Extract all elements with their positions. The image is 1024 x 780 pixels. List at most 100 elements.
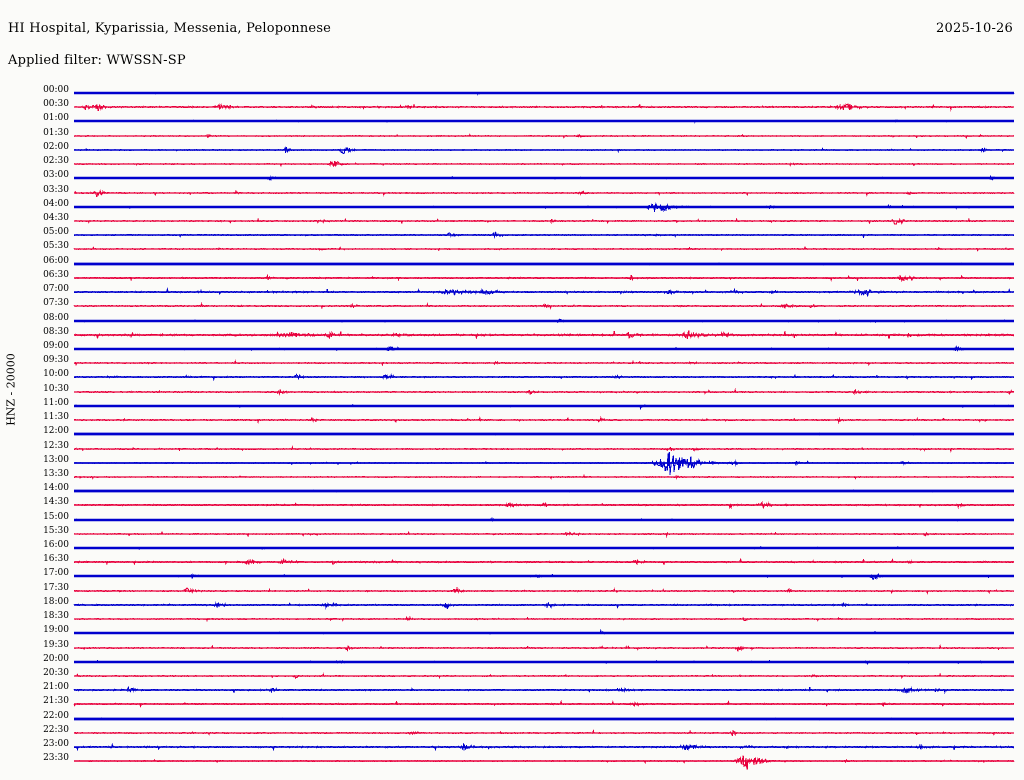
- trace-row: 01:00: [0, 114, 1024, 128]
- seismic-trace: [73, 189, 1015, 225]
- trace-row: 20:30: [0, 669, 1024, 683]
- row-time-label: 23:00: [43, 739, 69, 750]
- seismic-trace: [73, 345, 1015, 381]
- trace-row: 21:30: [0, 697, 1024, 711]
- seismic-trace: [73, 288, 1015, 324]
- row-time-label: 12:00: [43, 426, 69, 437]
- seismic-trace: [73, 231, 1015, 267]
- trace-row: 04:00: [0, 199, 1024, 214]
- seismic-trace: [73, 558, 1015, 594]
- row-time-label: 20:30: [43, 668, 69, 679]
- seismic-trace: [73, 487, 1015, 523]
- trace-row: 11:30: [0, 413, 1024, 427]
- row-time-label: 12:30: [43, 440, 69, 451]
- recording-date: 2025-10-26: [936, 21, 1013, 36]
- seismic-trace: [73, 530, 1015, 566]
- row-time-label: 03:30: [43, 184, 69, 195]
- trace-row: 10:00: [0, 370, 1024, 384]
- seismic-trace: [73, 502, 1015, 538]
- helicorder-plot: 00:00 00:30 01:00 01:30 02:00 02:30 03:00 03:30…: [0, 80, 1024, 780]
- seismic-trace: [73, 331, 1015, 367]
- trace-row: 08:30: [0, 326, 1024, 342]
- row-time-label: 06:00: [43, 255, 69, 266]
- trace-row: 17:00: [0, 569, 1024, 583]
- trace-row: 05:00: [0, 228, 1024, 242]
- seismic-trace: [73, 75, 1015, 111]
- trace-row: 02:00: [0, 142, 1024, 157]
- trace-row: 16:00: [0, 541, 1024, 555]
- trace-row: 03:30: [0, 184, 1024, 200]
- row-time-label: 07:00: [43, 284, 69, 295]
- seismic-trace: [73, 672, 1015, 708]
- trace-row: 18:00: [0, 596, 1024, 612]
- row-time-label: 22:30: [43, 724, 69, 735]
- seismic-trace: [73, 743, 1015, 779]
- trace-row: 01:30: [0, 128, 1024, 143]
- row-time-label: 15:00: [43, 511, 69, 522]
- seismic-trace: [73, 359, 1015, 395]
- row-time-label: 19:30: [43, 639, 69, 650]
- seismic-trace: [73, 274, 1015, 310]
- trace-row: 08:00: [0, 312, 1024, 328]
- row-time-label: 18:00: [43, 596, 69, 607]
- trace-row: 23:30: [0, 754, 1024, 770]
- trace-row: 00:00: [0, 86, 1024, 100]
- trace-row: 02:30: [0, 157, 1024, 171]
- seismic-trace: [73, 459, 1015, 495]
- trace-row: 07:30: [0, 299, 1024, 313]
- trace-row: 21:00: [0, 683, 1024, 697]
- trace-row: 07:00: [0, 285, 1024, 299]
- seismic-trace: [73, 473, 1015, 509]
- seismic-trace: [74, 374, 1015, 410]
- seismic-trace: [73, 217, 1015, 253]
- seismic-trace: [74, 416, 1015, 452]
- row-time-label: 11:00: [43, 397, 69, 408]
- row-time-label: 14:30: [43, 497, 69, 508]
- seismic-trace: [73, 601, 1015, 637]
- row-time-label: 17:30: [43, 582, 69, 593]
- seismic-trace: [73, 118, 1015, 154]
- seismic-trace: [73, 175, 1015, 211]
- row-time-label: 10:00: [43, 369, 69, 380]
- row-time-label: 22:00: [43, 710, 69, 721]
- row-time-label: 08:00: [43, 312, 69, 323]
- seismic-trace: [73, 132, 1015, 168]
- trace-row: 11:00: [0, 397, 1024, 413]
- trace-row: 14:00: [0, 484, 1024, 498]
- trace-row: 12:00: [0, 427, 1024, 441]
- trace-row: 12:30: [0, 440, 1024, 456]
- trace-row: 10:30: [0, 384, 1024, 399]
- row-time-label: 02:30: [43, 156, 69, 167]
- row-time-label: 15:30: [43, 525, 69, 536]
- seismic-trace: [73, 686, 1015, 722]
- trace-row: 13:30: [0, 468, 1024, 484]
- seismic-trace: [73, 658, 1015, 694]
- seismic-trace: [73, 715, 1015, 751]
- seismic-trace: [73, 402, 1015, 438]
- seismic-trace: [73, 630, 1015, 666]
- seismic-trace: [73, 203, 1015, 239]
- row-time-label: 11:30: [43, 412, 69, 423]
- row-time-label: 21:30: [43, 696, 69, 707]
- row-time-label: 07:30: [43, 298, 69, 309]
- row-time-label: 01:00: [43, 113, 69, 124]
- seismic-trace: [73, 103, 1015, 139]
- seismic-trace: [73, 644, 1015, 680]
- row-time-label: 09:00: [43, 340, 69, 351]
- seismic-trace: [73, 246, 1015, 282]
- row-time-label: 08:30: [43, 326, 69, 337]
- trace-row: 06:00: [0, 255, 1024, 271]
- trace-row: 23:00: [0, 740, 1024, 754]
- row-time-label: 13:30: [43, 468, 69, 479]
- trace-row: 00:30: [0, 100, 1024, 114]
- seismic-trace: [73, 388, 1015, 424]
- trace-row: 16:30: [0, 555, 1024, 569]
- trace-row: 22:30: [0, 724, 1024, 740]
- row-time-label: 09:30: [43, 355, 69, 366]
- seismic-trace: [73, 260, 1015, 296]
- seismic-trace: [73, 615, 1015, 651]
- trace-row: 15:30: [0, 525, 1024, 541]
- row-time-label: 06:30: [43, 269, 69, 280]
- seismic-trace: [73, 445, 1015, 481]
- seismic-trace: [73, 89, 1015, 125]
